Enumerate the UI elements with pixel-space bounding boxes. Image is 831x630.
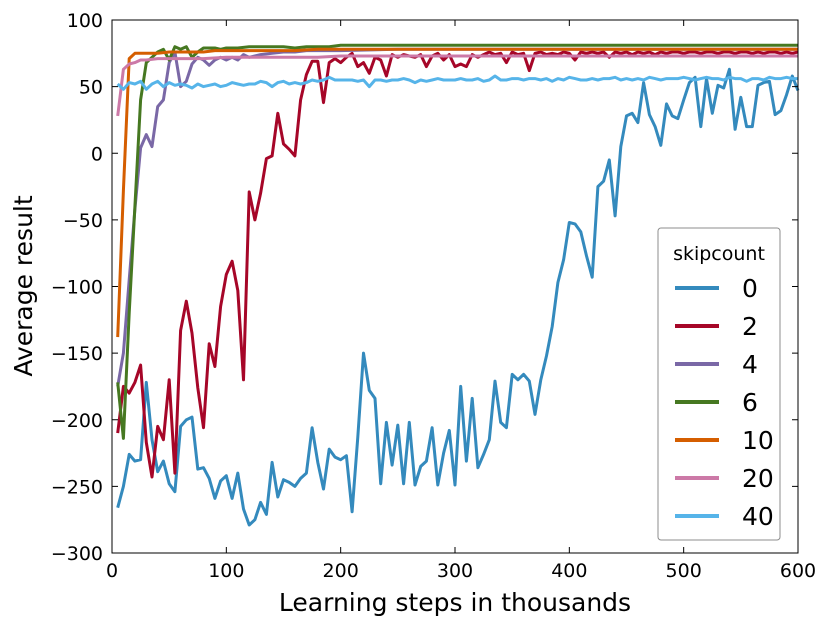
legend-entries: 0 2 4 6 10 20 40 <box>675 274 774 531</box>
series-line-0 <box>116 67 800 527</box>
y-axis-label: Average result <box>9 195 38 377</box>
legend: skipcount 0 2 4 6 10 20 40 <box>657 227 781 541</box>
y-tick-label: 100 <box>67 10 103 32</box>
y-tick-label: −300 <box>51 543 103 565</box>
legend-box <box>657 227 781 541</box>
x-tick-label: 400 <box>551 560 587 582</box>
y-tick-label: −100 <box>51 277 103 299</box>
legend-label-40: 40 <box>742 502 774 531</box>
series-line-6 <box>116 43 798 440</box>
legend-label-6: 6 <box>742 388 758 417</box>
legend-label-10: 10 <box>742 426 774 455</box>
x-tick-label: 500 <box>666 560 702 582</box>
series-line-40 <box>116 74 798 91</box>
legend-label-2: 2 <box>742 312 758 341</box>
x-tick-label: 0 <box>106 560 118 582</box>
x-axis-label: Learning steps in thousands <box>279 588 631 617</box>
y-tick-label: −200 <box>51 410 103 432</box>
x-tick-label: 100 <box>208 560 244 582</box>
series-line-20 <box>116 54 798 117</box>
x-tick-label: 300 <box>437 560 473 582</box>
y-tick-label: −50 <box>63 210 103 232</box>
legend-label-20: 20 <box>742 464 774 493</box>
y-tick-label: 0 <box>91 143 103 165</box>
series-line-2 <box>116 50 799 479</box>
x-tick-label: 600 <box>780 560 816 582</box>
legend-title: skipcount <box>673 243 765 265</box>
series-line-10 <box>116 47 798 338</box>
y-tick-label: −250 <box>51 476 103 498</box>
series-layer <box>116 43 800 527</box>
y-tick-label: −150 <box>51 343 103 365</box>
legend-label-0: 0 <box>742 274 758 303</box>
y-tick-label: 50 <box>79 77 103 99</box>
x-tick-label: 200 <box>323 560 359 582</box>
legend-label-4: 4 <box>742 350 758 379</box>
x-axis: 0 100 200 300 400 500 600 <box>106 20 816 582</box>
